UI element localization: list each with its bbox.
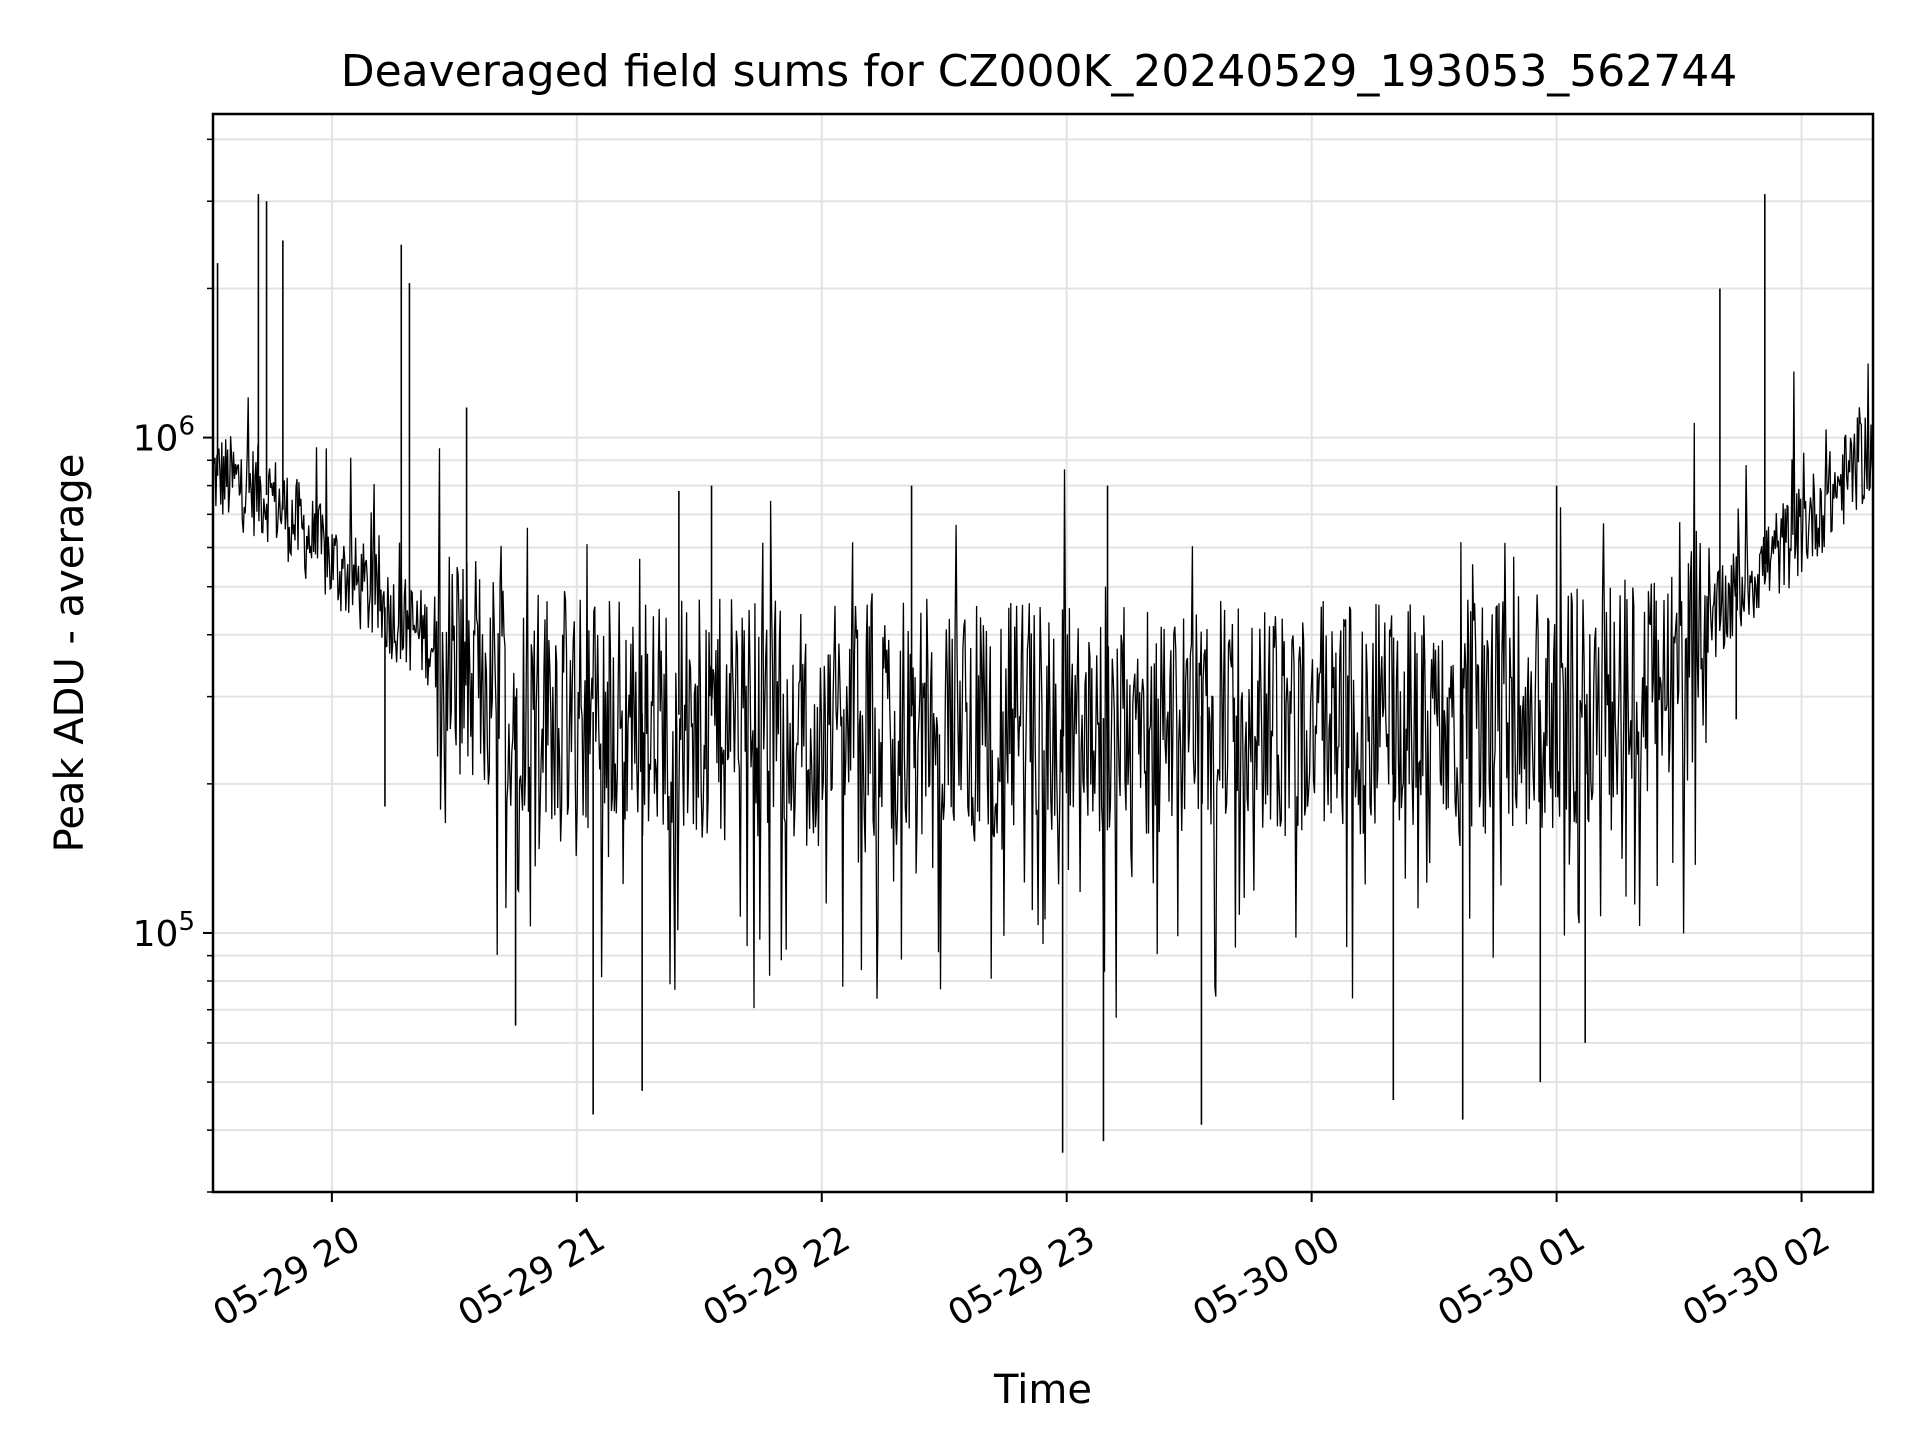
chart-title: Deaveraged field sums for CZ000K_2024052… — [341, 46, 1738, 97]
y-axis-label: Peak ADU - average — [47, 454, 93, 853]
y-tick-label: 105 — [133, 907, 195, 955]
plot-area — [212, 194, 1874, 1153]
plot-frame — [211, 112, 1875, 1194]
series-line — [212, 363, 1874, 1018]
x-axis-label: Time — [993, 1367, 1092, 1413]
y-tick-label: 106 — [133, 412, 195, 460]
